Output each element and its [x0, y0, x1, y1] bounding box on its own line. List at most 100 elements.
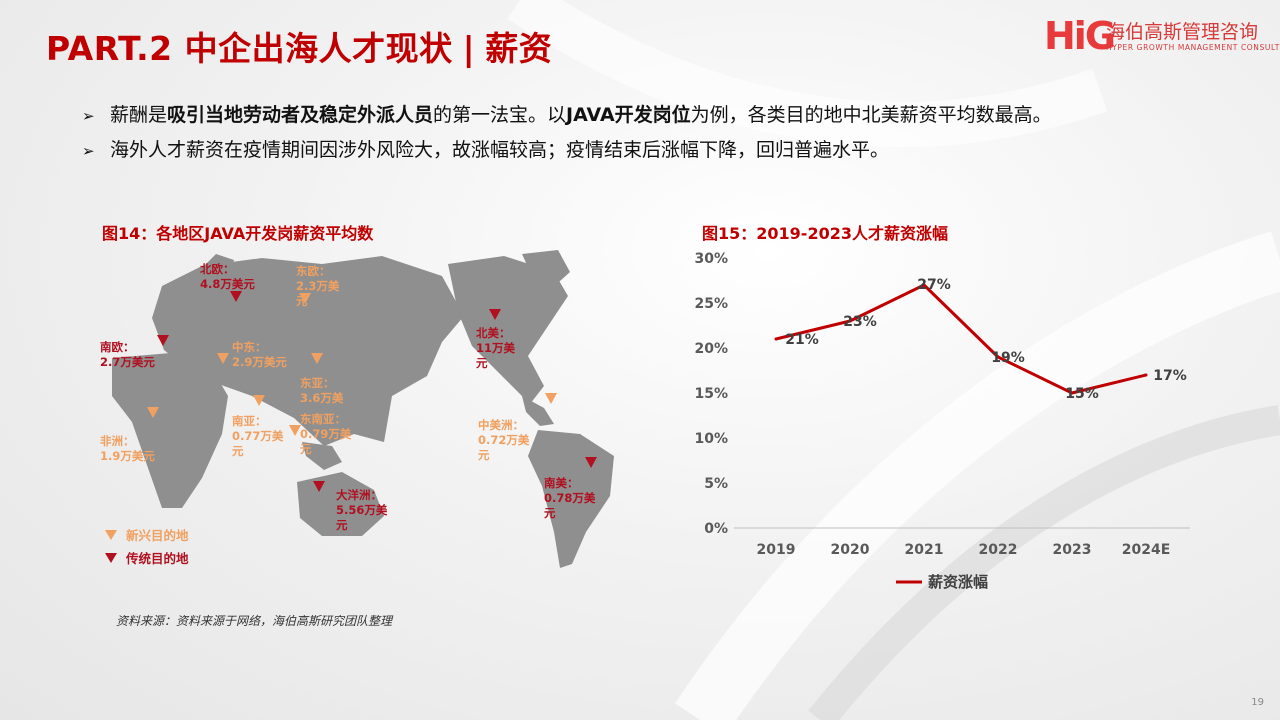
bullet-text-segment: 吸引当地劳动者及稳定外派人员 — [167, 104, 434, 126]
region-label-line: 南欧： — [100, 340, 135, 354]
data-point — [774, 337, 778, 341]
bullet-text-segment: 的第一法宝。以 — [433, 104, 567, 126]
y-tick-label: 5% — [704, 476, 728, 492]
region-marker-north-america — [489, 309, 501, 320]
fig15-title: 图15：2019-2023人才薪资涨幅 — [702, 224, 948, 243]
data-point — [1070, 391, 1074, 395]
region-label-line: 元 — [544, 506, 556, 520]
region-label-line: 0.77万美 — [232, 429, 284, 443]
region-label-line: 3.6万美 — [300, 391, 344, 405]
region-label-line: 元 — [296, 294, 308, 308]
source-note: 资料来源：资料来源于网络，海伯高斯研究团队整理 — [116, 614, 393, 628]
region-label-east-asia: 东亚： 3.6万美 — [300, 376, 343, 406]
region-label-line: 中美洲： — [478, 418, 524, 432]
region-label-line: 2.9万美元 — [232, 355, 287, 369]
region-label-north-europe: 北欧： 4.8万美元 — [200, 262, 255, 292]
x-tick-label: 2021 — [905, 542, 944, 558]
region-label-line: 大洋洲： — [336, 488, 382, 502]
bullet-text-segment: 海外人才薪资在疫情期间因涉外风险大，故涨幅较高；疫情结束后涨幅下降，回归普遍水平… — [110, 139, 890, 161]
region-label-line: 0.79万美 — [300, 427, 352, 441]
region-label-central-america: 中美洲： 0.72万美元 — [478, 418, 529, 463]
y-tick-label: 20% — [694, 341, 728, 357]
x-tick-label: 2020 — [831, 542, 870, 558]
region-marker-central-america — [545, 393, 557, 404]
data-point — [848, 319, 852, 323]
region-label-line: 元 — [336, 518, 348, 532]
data-label: 27% — [917, 277, 951, 293]
data-label: 15% — [1065, 386, 1099, 402]
region-label-line: 东欧： — [296, 264, 331, 278]
page-title: PART.2 中企出海人才现状 | 薪资 — [46, 22, 552, 70]
emerging-marker-icon — [105, 530, 117, 540]
bullet-item: ➢ 海外人才薪资在疫情期间因涉外风险大，故涨幅较高；疫情结束后涨幅下降，回归普遍水… — [82, 133, 1052, 168]
region-label-line: 4.8万美元 — [200, 277, 255, 291]
region-label-south-europe: 南欧： 2.7万美元 — [100, 340, 155, 370]
logo-mark: HiG — [1044, 14, 1116, 58]
region-label-line: 0.78万美 — [544, 491, 596, 505]
region-marker-east-europe — [299, 293, 311, 304]
region-label-south-asia: 南亚： 0.77万美元 — [232, 414, 283, 459]
region-label-line: 元 — [476, 356, 488, 370]
x-tick-label: 2022 — [979, 542, 1018, 558]
data-point — [996, 355, 1000, 359]
y-tick-label: 25% — [694, 296, 728, 312]
bullet-list: ➢ 薪酬是吸引当地劳动者及稳定外派人员的第一法宝。以JAVA开发岗位为例，各类目的… — [82, 98, 1052, 168]
logo-en-text: HYPER GROWTH MANAGEMENT CONSULTING — [1106, 43, 1280, 52]
company-logo: HiG 海伯高斯管理咨询 HYPER GROWTH MANAGEMENT CON… — [1044, 14, 1280, 60]
region-label-line: 南美： — [544, 476, 579, 490]
legend-emerging-label: 新兴目的地 — [126, 528, 189, 543]
region-label-line: 元 — [300, 442, 312, 456]
region-label-north-america: 北美： 11万美元 — [476, 326, 515, 371]
series-line-0 — [775, 283, 1147, 395]
region-label-line: 北美： — [476, 326, 511, 340]
x-tick-label: 2024E — [1122, 542, 1171, 558]
bullet-item: ➢ 薪酬是吸引当地劳动者及稳定外派人员的第一法宝。以JAVA开发岗位为例，各类目的… — [82, 98, 1052, 133]
region-marker-oceania — [313, 481, 325, 492]
data-label: 17% — [1153, 368, 1187, 384]
traditional-marker-icon — [105, 553, 117, 563]
bullet-arrow-icon: ➢ — [82, 107, 95, 125]
bullet-arrow-icon: ➢ — [82, 142, 95, 160]
region-label-line: 元 — [478, 448, 490, 462]
region-label-africa: 非洲： 1.9万美元 — [100, 434, 155, 464]
region-label-east-europe: 东欧： 2.3万美元 — [296, 264, 339, 309]
region-label-line: 元 — [232, 444, 244, 458]
region-label-oceania: 大洋洲： 5.56万美元 — [336, 488, 387, 533]
fig14-title: 图14：各地区JAVA开发岗薪资平均数 — [102, 224, 374, 243]
region-label-line: 1.9万美元 — [100, 449, 155, 463]
region-marker-north-europe — [230, 291, 242, 302]
region-marker-south-europe — [157, 335, 169, 346]
region-label-line: 5.56万美 — [336, 503, 388, 517]
world-map: 北欧： 4.8万美元 东欧： 2.3万美元南欧： 2.7万美元 中东： 2.9万美元 东亚： 3… — [92, 246, 652, 586]
y-tick-label: 10% — [694, 431, 728, 447]
region-marker-east-asia — [311, 353, 323, 364]
region-label-line: 2.3万美 — [296, 279, 340, 293]
region-label-line: 非洲： — [100, 434, 135, 448]
title-separator: | — [462, 29, 476, 68]
data-label: 19% — [991, 350, 1025, 366]
region-label-line: 11万美 — [476, 341, 516, 355]
legend-traditional-label: 传统目的地 — [126, 551, 189, 566]
region-label-middle-east: 中东： 2.9万美元 — [232, 340, 287, 370]
y-tick-label: 30% — [694, 251, 728, 267]
region-marker-south-asia — [253, 395, 265, 406]
page-title-main: PART.2 中企出海人才现状 — [46, 29, 453, 68]
legend-label: 薪资涨幅 — [928, 573, 988, 591]
region-label-line: 东亚： — [300, 376, 335, 390]
region-label-line: 0.72万美 — [478, 433, 530, 447]
data-label: 23% — [843, 314, 877, 330]
bullet-text-segment: 为例，各类目的地中北美薪资平均数最高。 — [690, 104, 1052, 126]
y-tick-label: 15% — [694, 386, 728, 402]
y-tick-label: 0% — [704, 521, 728, 537]
x-tick-label: 2023 — [1053, 542, 1092, 558]
world-map-land — [112, 250, 614, 568]
region-marker-africa — [147, 407, 159, 418]
region-label-line: 东南亚： — [300, 412, 346, 426]
region-marker-middle-east — [217, 353, 229, 364]
region-marker-southeast-asia — [289, 425, 301, 436]
bullet-text-segment: 薪酬是 — [110, 104, 168, 126]
region-marker-south-america — [585, 457, 597, 468]
salary-growth-chart: 0% 5% 10% 15% 20% 25% 30% 2019 2020 2021 2022 2023 2… — [694, 251, 1190, 591]
logo-cn-text: 海伯高斯管理咨询 — [1106, 21, 1259, 43]
x-tick-label: 2019 — [757, 542, 796, 558]
